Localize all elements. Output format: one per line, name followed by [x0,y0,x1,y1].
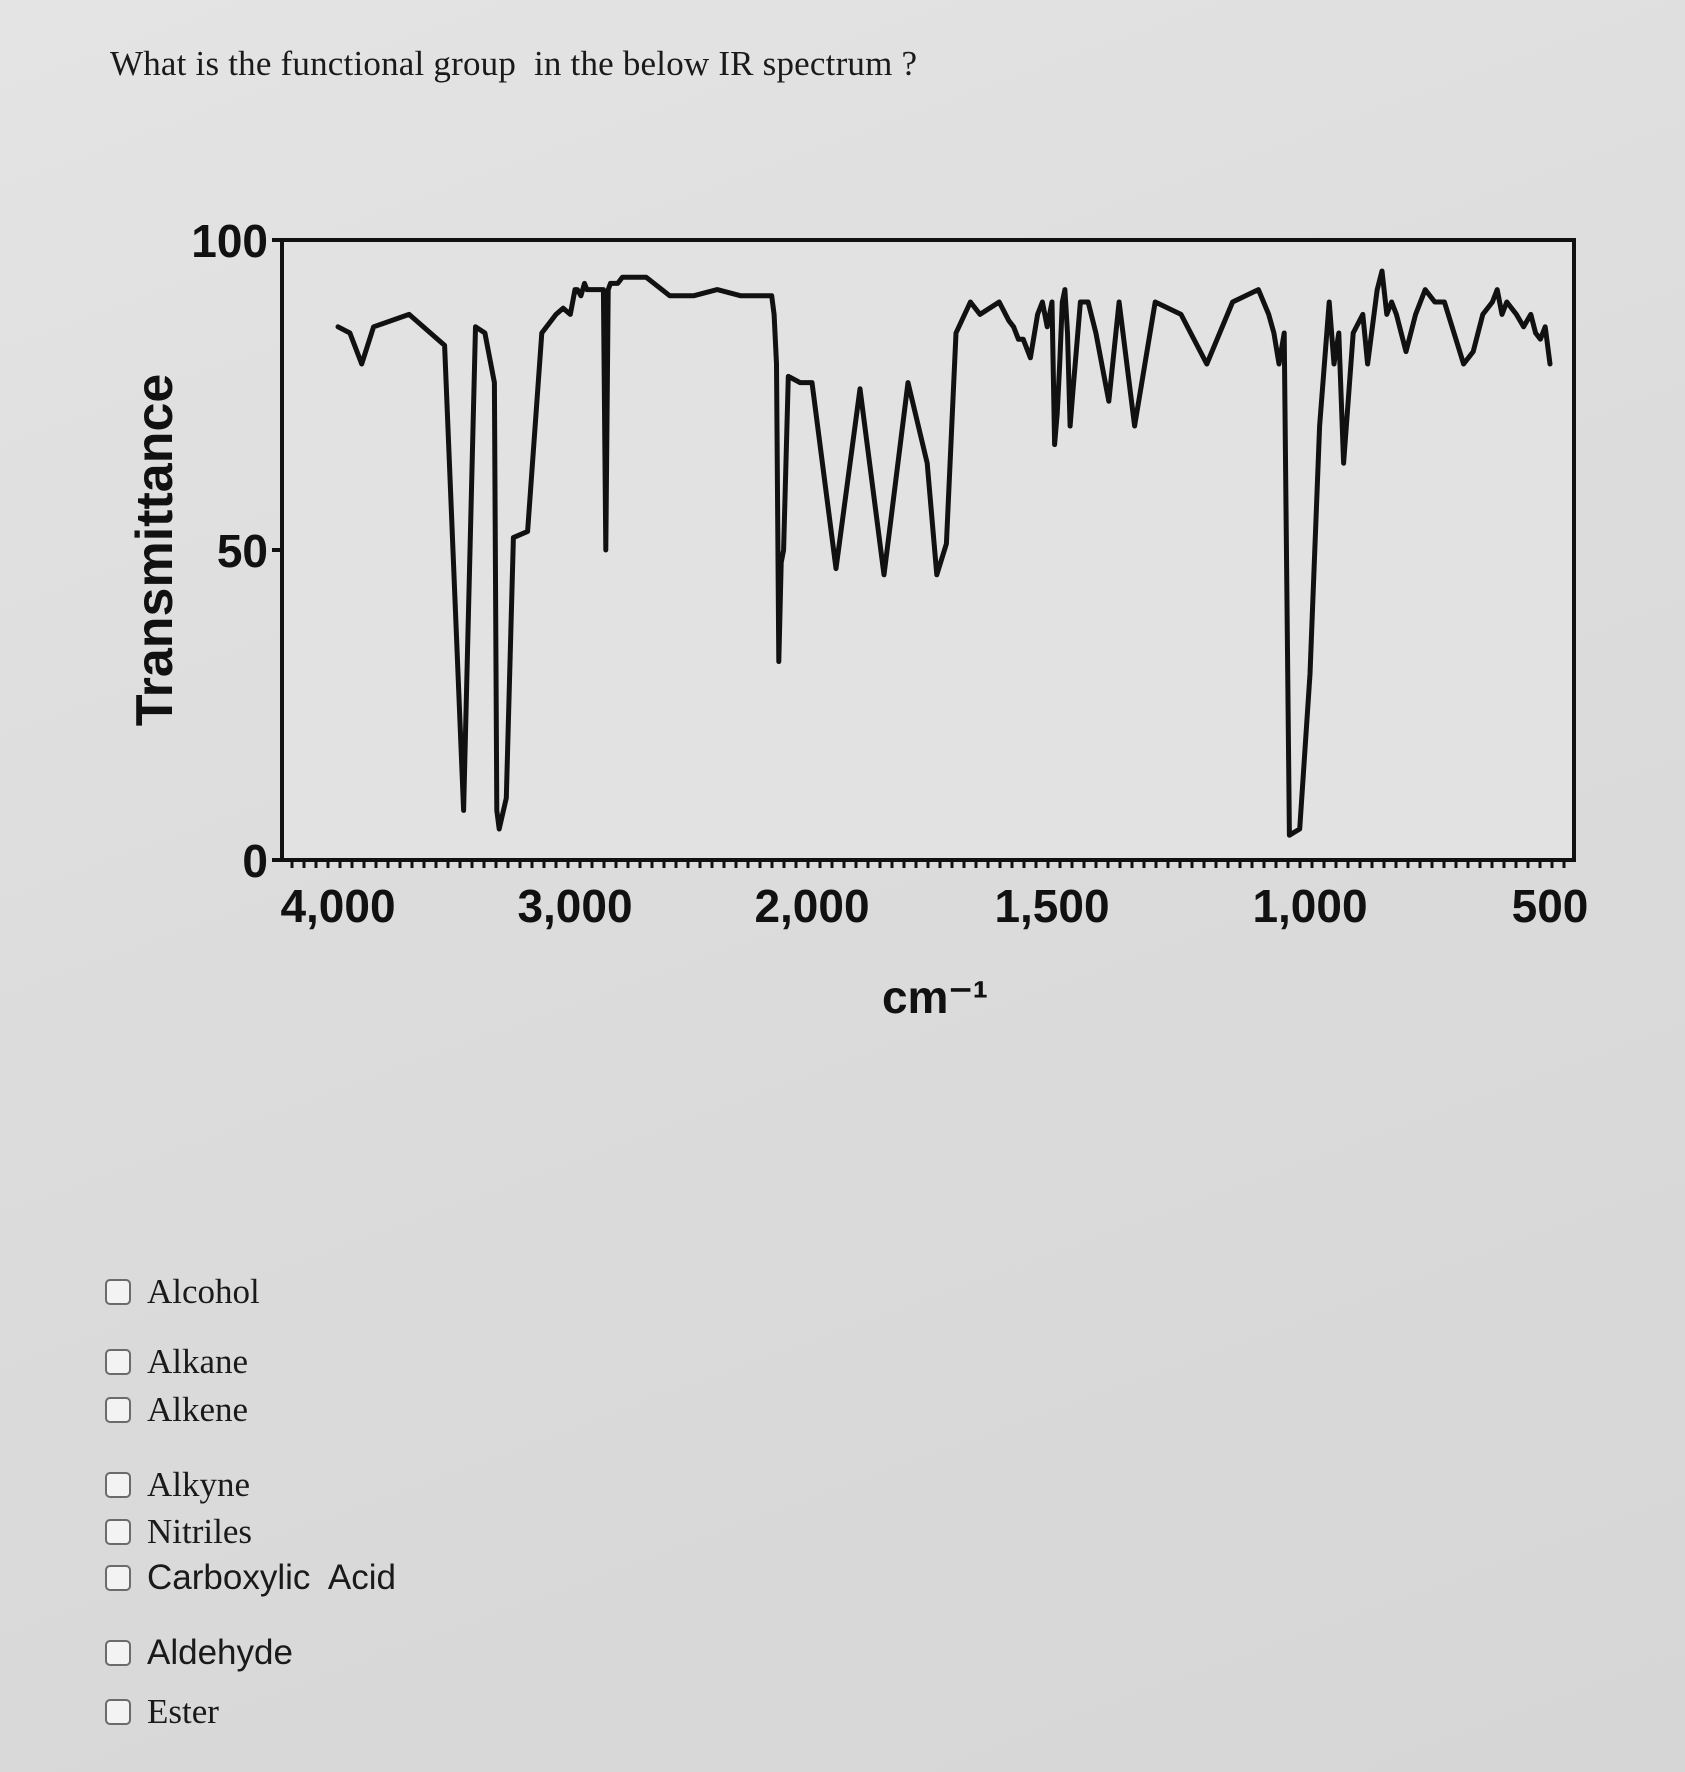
option-alcohol[interactable]: Alcohol [105,1272,260,1312]
option-label-alcohol: Alcohol [147,1272,260,1311]
x-tick-label: 2,000 [754,880,869,932]
option-nitriles[interactable]: Nitriles [105,1512,252,1552]
y-tick-label: 100 [191,215,268,267]
checkbox-ester[interactable] [105,1699,131,1725]
y-tick-label: 0 [242,835,268,887]
option-label-carboxylic-acid: Carboxylic Acid [147,1558,396,1597]
x-tick-label: 3,000 [517,880,632,932]
option-label-alkyne: Alkyne [147,1465,251,1504]
option-label-ester: Ester [147,1692,219,1731]
option-label-alkane: Alkane [147,1342,249,1381]
option-label-alkene: Alkene [147,1390,249,1429]
checkbox-alkane[interactable] [105,1349,131,1375]
answer-options: Alcohol Alkane Alkene Alkyne Nitriles Ca… [105,0,705,1772]
x-tick-label: 4,000 [280,880,395,932]
checkbox-carboxylic-acid[interactable] [105,1565,131,1591]
option-ester[interactable]: Ester [105,1692,219,1732]
question-text: What is the functional group in the belo… [110,44,918,83]
checkbox-nitriles[interactable] [105,1519,131,1545]
y-axis-label: Transmittance [126,374,184,727]
x-tick-label: 1,000 [1252,880,1367,932]
x-tick-label: 1,500 [994,880,1109,932]
option-alkane[interactable]: Alkane [105,1342,248,1382]
option-aldehyde[interactable]: Aldehyde [105,1633,293,1673]
option-alkyne[interactable]: Alkyne [105,1465,250,1505]
spectrum-line [335,268,1553,838]
axis-ticks [272,238,1566,868]
checkbox-aldehyde[interactable] [105,1640,131,1666]
ir-spectrum-chart: 4,000 3,000 2,000 1,500 1,000 500 0 50 100 Trans… [126,215,1588,1023]
y-tick-label: 50 [217,525,268,577]
x-axis-label: cm⁻¹ [882,971,988,1023]
checkbox-alkene[interactable] [105,1397,131,1423]
axis-tick-labels: 4,000 3,000 2,000 1,500 1,000 500 0 50 100 [191,215,1588,932]
x-tick-label: 500 [1512,880,1589,932]
option-label-aldehyde: Aldehyde [147,1633,293,1672]
option-carboxylic-acid[interactable]: Carboxylic Acid [105,1558,396,1598]
checkbox-alkyne[interactable] [105,1472,131,1498]
checkbox-alcohol[interactable] [105,1279,131,1305]
option-alkene[interactable]: Alkene [105,1390,248,1430]
option-label-nitriles: Nitriles [147,1512,252,1551]
